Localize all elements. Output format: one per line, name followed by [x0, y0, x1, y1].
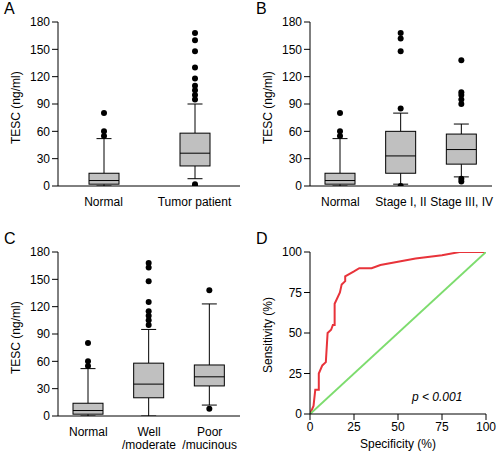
svg-text:Specificity (%): Specificity (%): [360, 437, 436, 451]
svg-text:180: 180: [282, 15, 302, 29]
svg-text:Poor/mucinous: Poor/mucinous: [182, 425, 237, 452]
svg-text:100: 100: [476, 420, 492, 434]
svg-text:100: 100: [282, 245, 302, 259]
svg-text:0: 0: [43, 409, 50, 423]
svg-text:Normal: Normal: [84, 195, 123, 209]
svg-text:180: 180: [30, 15, 50, 29]
html-text:p < 0.001: p < 0.001: [412, 390, 463, 404]
svg-text:120: 120: [30, 70, 50, 84]
svg-text:150: 150: [30, 273, 50, 287]
svg-text:60: 60: [289, 125, 303, 139]
html-text:D: D: [256, 230, 268, 247]
svg-text:TESC (ng/ml): TESC (ng/ml): [9, 71, 23, 144]
html-text:A: A: [4, 0, 15, 17]
svg-text:50: 50: [289, 326, 303, 340]
svg-text:50: 50: [391, 420, 405, 434]
svg-text:Normal: Normal: [321, 195, 360, 209]
svg-text:30: 30: [289, 152, 303, 166]
svg-text:120: 120: [30, 300, 50, 314]
svg-text:Stage I, II: Stage I, II: [375, 195, 426, 209]
svg-text:120: 120: [282, 70, 302, 84]
svg-text:90: 90: [37, 327, 51, 341]
svg-text:150: 150: [282, 43, 302, 57]
svg-text:90: 90: [37, 97, 51, 111]
svg-text:25: 25: [347, 420, 361, 434]
svg-text:150: 150: [30, 43, 50, 57]
svg-text:25: 25: [289, 367, 303, 381]
html-text:B: B: [256, 0, 267, 17]
svg-text:75: 75: [435, 420, 449, 434]
svg-text:90: 90: [289, 97, 303, 111]
svg-text:Normal: Normal: [69, 425, 108, 439]
svg-text:Sensitivity (%): Sensitivity (%): [261, 297, 275, 373]
svg-text:60: 60: [37, 125, 51, 139]
svg-text:0: 0: [307, 420, 314, 434]
html-text:C: C: [4, 230, 16, 247]
svg-text:0: 0: [295, 407, 302, 421]
svg-text:TESC (ng/ml): TESC (ng/ml): [9, 301, 23, 374]
svg-text:TESC (ng/ml): TESC (ng/ml): [261, 71, 275, 144]
svg-text:0: 0: [295, 179, 302, 193]
svg-text:Well/moderate: Well/moderate: [122, 425, 176, 452]
svg-text:180: 180: [30, 245, 50, 259]
svg-text:60: 60: [37, 355, 51, 369]
svg-text:Tumor patient: Tumor patient: [158, 195, 232, 209]
svg-text:Stage III, IV: Stage III, IV: [430, 195, 492, 209]
svg-text:75: 75: [289, 286, 303, 300]
svg-text:30: 30: [37, 382, 51, 396]
svg-text:0: 0: [43, 179, 50, 193]
svg-text:30: 30: [37, 152, 51, 166]
